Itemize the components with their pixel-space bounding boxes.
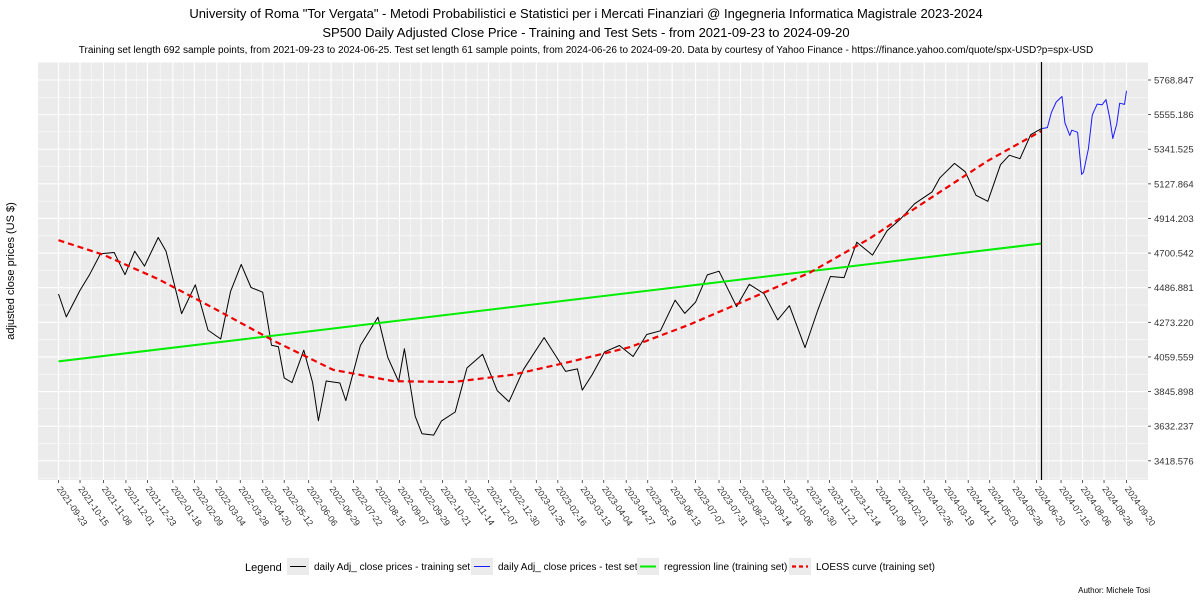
series-line-2 [1041, 90, 1127, 175]
y-tick-label: 5555.186 [1154, 110, 1194, 121]
y-tick-label: 4486.881 [1154, 283, 1194, 294]
author-caption: Author: Michele Tosi [1078, 586, 1150, 595]
grid-major [38, 62, 1148, 480]
legend-label-1: daily Adj_ close prices - training set [314, 562, 470, 573]
series-layer [58, 62, 1127, 480]
chart-title-line-1: University of Roma "Tor Vergata" - Metod… [189, 6, 982, 21]
y-tick-label: 4914.203 [1154, 214, 1194, 225]
legend: Legend daily Adj_ close prices - trainin… [245, 558, 935, 575]
y-tick-label: 4700.542 [1154, 249, 1194, 260]
legend-label-3: regression line (training set) [664, 562, 787, 573]
legend-label-4: LOESS curve (training set) [816, 562, 935, 573]
x-axis: 2021-09-232021-10-152021-11-082021-12-01… [55, 480, 1157, 528]
series-line-4 [58, 129, 1043, 384]
y-tick-label: 5341.525 [1154, 145, 1194, 156]
legend-title: Legend [245, 562, 282, 574]
series-line-1 [58, 128, 1042, 436]
y-tick-label: 5127.864 [1154, 179, 1194, 190]
y-tick-label: 3418.576 [1154, 456, 1194, 467]
chart-title-line-2: SP500 Daily Adjusted Close Price - Train… [322, 25, 849, 40]
y-axis: 3418.576 3632.237 3845.898 4059.559 4273.220… [1148, 76, 1194, 467]
chart-subtitle: Training set length 692 sample points, f… [79, 45, 1093, 56]
y-tick-label: 4273.220 [1154, 318, 1194, 329]
y-tick-label: 5768.847 [1154, 76, 1194, 87]
series-line-3 [58, 242, 1042, 363]
y-axis-title: adjusted close prices (US $) [5, 202, 17, 340]
y-tick-label: 4059.559 [1154, 352, 1194, 363]
legend-label-2: daily Adj_ close prices - test set [498, 562, 638, 573]
grid-minor [38, 62, 1148, 480]
y-tick-label: 3632.237 [1154, 422, 1194, 433]
y-tick-label: 3845.898 [1154, 387, 1194, 398]
